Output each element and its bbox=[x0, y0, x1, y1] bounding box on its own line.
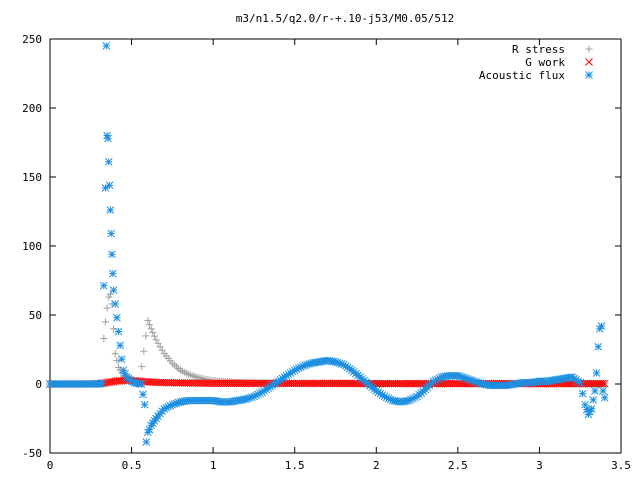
data-point bbox=[106, 290, 114, 298]
data-point bbox=[592, 369, 601, 377]
x-tick-label: 2 bbox=[373, 459, 380, 472]
chart-title: m3/n1.5/q2.0/r-+.10-j53/M0.05/512 bbox=[236, 12, 455, 25]
legend-swatch bbox=[585, 45, 593, 53]
data-point bbox=[106, 206, 115, 214]
data-point bbox=[100, 334, 108, 342]
plot-frame bbox=[49, 38, 622, 454]
data-point bbox=[105, 181, 114, 190]
y-tick-label: -50 bbox=[22, 447, 42, 460]
data-point bbox=[149, 328, 157, 336]
data-point bbox=[104, 134, 112, 143]
y-tick-label: 50 bbox=[29, 309, 42, 322]
data-point bbox=[587, 404, 596, 413]
series-g-work bbox=[46, 376, 609, 388]
data-point bbox=[589, 396, 598, 404]
x-tick-label: 0 bbox=[47, 459, 54, 472]
x-tick-label: 2.5 bbox=[448, 459, 468, 472]
data-point bbox=[99, 281, 108, 290]
data-point bbox=[104, 157, 113, 166]
data-point bbox=[600, 393, 609, 402]
data-point bbox=[140, 400, 149, 409]
data-point bbox=[101, 184, 110, 192]
data-point bbox=[144, 317, 152, 325]
y-tick-label: 150 bbox=[22, 171, 42, 184]
data-point bbox=[102, 42, 111, 50]
data-point bbox=[598, 379, 607, 388]
data-point bbox=[138, 363, 146, 371]
legend-label: R stress bbox=[512, 43, 565, 56]
x-tick-label: 3.5 bbox=[611, 459, 631, 472]
data-point bbox=[101, 318, 109, 326]
x-tick-label: 3 bbox=[536, 459, 543, 472]
data-point bbox=[600, 379, 609, 388]
data-point bbox=[113, 357, 121, 365]
data-point bbox=[111, 300, 120, 308]
data-point bbox=[576, 378, 585, 387]
data-point bbox=[111, 350, 119, 358]
y-tick-label: 0 bbox=[35, 378, 42, 391]
x-tick-label: 0.5 bbox=[122, 459, 142, 472]
data-point bbox=[597, 322, 606, 330]
legend-swatch bbox=[585, 71, 593, 79]
data-point bbox=[594, 342, 603, 351]
x-tick-label: 1 bbox=[210, 459, 217, 472]
data-point bbox=[116, 341, 125, 350]
data-point bbox=[137, 380, 146, 388]
series-layer bbox=[46, 42, 609, 446]
data-point bbox=[109, 286, 118, 295]
data-point bbox=[98, 379, 107, 388]
data-point bbox=[117, 355, 126, 364]
data-point bbox=[114, 327, 123, 336]
data-point bbox=[113, 313, 121, 322]
legend-swatch bbox=[585, 58, 593, 66]
data-point bbox=[591, 387, 599, 395]
data-point bbox=[599, 387, 607, 395]
data-point bbox=[147, 325, 155, 333]
data-point bbox=[139, 390, 147, 399]
data-point bbox=[108, 250, 116, 259]
data-point bbox=[103, 304, 111, 312]
data-point bbox=[108, 269, 117, 278]
legend-label: Acoustic flux bbox=[479, 69, 565, 82]
data-point bbox=[150, 332, 158, 340]
y-tick-label: 100 bbox=[22, 240, 42, 253]
data-point bbox=[107, 229, 116, 238]
series-acoustic-flux bbox=[46, 42, 609, 446]
legend-label: G work bbox=[525, 56, 565, 69]
y-axis: -50 0 50 100 150 200 250 bbox=[22, 33, 621, 460]
data-point bbox=[578, 389, 587, 398]
x-tick-label: 1.5 bbox=[285, 459, 305, 472]
plot-border bbox=[49, 38, 622, 454]
data-point bbox=[142, 438, 151, 446]
data-point bbox=[140, 347, 148, 355]
data-point bbox=[581, 400, 589, 409]
data-point bbox=[146, 321, 154, 329]
y-tick-label: 200 bbox=[22, 102, 42, 115]
x-axis: 0 0.5 1 1.5 2 2.5 3 3.5 bbox=[47, 39, 631, 472]
data-point bbox=[142, 332, 150, 340]
y-tick-label: 250 bbox=[22, 33, 42, 46]
